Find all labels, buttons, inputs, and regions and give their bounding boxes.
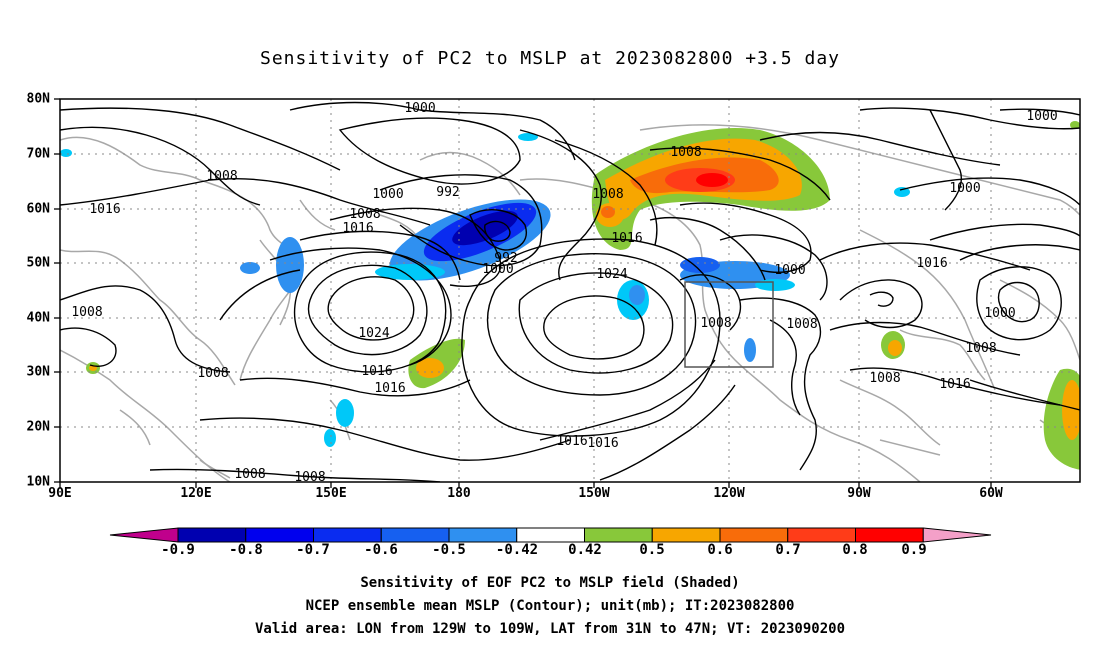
colorbar-bin [516, 527, 585, 543]
colorbar-low-extend [109, 527, 179, 543]
colorbar-tick: 0.42 [568, 542, 602, 558]
lat-label: 30N [26, 364, 50, 380]
isobar-label: 1008 [234, 467, 265, 482]
caption-line-1: Sensitivity of EOF PC2 to MSLP field (Sh… [360, 575, 740, 591]
isobar-label: 1008 [869, 371, 900, 386]
isobar-label: 1024 [358, 326, 389, 341]
colorbar-tick: 0.6 [707, 542, 733, 558]
caption-line-3: Valid area: LON from 129W to 109W, LAT f… [254, 621, 845, 637]
lon-label: 120E [180, 486, 212, 501]
lat-label: 50N [26, 255, 50, 271]
isobar-label: 1008 [71, 305, 102, 320]
valid-area-box [684, 281, 774, 368]
colorbar-high-extend [922, 527, 992, 543]
isobar-label: 1016 [916, 256, 947, 271]
colorbar-tick: 0.5 [639, 542, 665, 558]
lat-label: 40N [26, 310, 50, 326]
lon-label: 180 [447, 486, 471, 501]
colorbar-tick: -0.5 [432, 542, 466, 558]
lat-label: 10N [26, 474, 50, 490]
isobar-label: 1008 [700, 316, 731, 331]
isobar-label: 992 [436, 185, 459, 200]
graticule [60, 99, 1080, 482]
lon-label: 150E [315, 486, 347, 501]
lon-label: 90E [48, 486, 72, 501]
isobar-label: 1016 [587, 436, 618, 451]
colorbar-bin [787, 527, 856, 543]
lon-label: 150W [578, 486, 610, 501]
isobar-label: 1000 [404, 101, 435, 116]
isobars [60, 101, 1080, 482]
colorbar-tick: -0.42 [495, 542, 539, 558]
isobar-label: 1000 [984, 306, 1015, 321]
isobar-label: 1016 [361, 364, 392, 379]
isobar-label: 1008 [670, 145, 701, 160]
colorbar-bin [448, 527, 518, 543]
isobar-label: 1000 [774, 263, 805, 278]
isobar-label: 1008 [349, 207, 380, 222]
colorbar-bin [584, 527, 653, 543]
isobar-label: 1000 [1026, 109, 1057, 124]
map-frame [59, 98, 1081, 483]
lon-label: 120W [713, 486, 745, 501]
colorbar-bin [380, 527, 450, 543]
isobar-label: 1016 [89, 202, 120, 217]
colorbar-bin [651, 527, 721, 543]
lon-label: 60W [979, 486, 1003, 501]
isobar-label: 1008 [965, 341, 996, 356]
colorbar-tick: 0.9 [901, 542, 927, 558]
isobar-label: 1024 [596, 267, 627, 282]
isobar-label: 1000 [949, 181, 980, 196]
isobar-label: 1016 [342, 221, 373, 236]
isobar-label: 1008 [786, 317, 817, 332]
colorbar-tick: -0.6 [364, 542, 398, 558]
colorbar-tick: -0.9 [161, 542, 195, 558]
isobar-label: 1008 [206, 169, 237, 184]
isobar-label: 1000 [372, 187, 403, 202]
lat-label: 80N [26, 91, 50, 107]
isobar-label: 1008 [197, 366, 228, 381]
lat-label: 70N [26, 146, 50, 162]
isobar-label: 1016 [556, 434, 587, 449]
lat-label: 20N [26, 419, 50, 435]
colorbar [109, 527, 992, 543]
isobar-label: 1008 [592, 187, 623, 202]
isobar-label: 1000 [482, 262, 513, 277]
isobar-labels: 1000 1008 1016 1008 992 1000 1008 1016 9… [71, 101, 1057, 485]
colorbar-bin [177, 527, 247, 543]
caption-line-2: NCEP ensemble mean MSLP (Contour); unit(… [305, 598, 795, 614]
colorbar-bin [855, 527, 924, 543]
lat-label: 60N [26, 201, 50, 217]
isobar-label: 992 [494, 251, 517, 266]
isobar-label: 1008 [294, 470, 325, 485]
isobar-label: 1016 [374, 381, 405, 396]
colorbar-bin [313, 527, 382, 543]
colorbar-tick: -0.8 [229, 542, 263, 558]
axis-ticks [54, 98, 992, 488]
colorbar-tick: 0.8 [842, 542, 868, 558]
colorbar-bin [719, 527, 789, 543]
colorbar-tick: 0.7 [775, 542, 801, 558]
colorbar-tick: -0.7 [296, 542, 330, 558]
lon-label: 90W [847, 486, 871, 501]
map-title: Sensitivity of PC2 to MSLP at 2023082800… [259, 48, 840, 69]
colorbar-bin [245, 527, 314, 543]
isobar-label: 1016 [611, 231, 642, 246]
isobar-label: 1016 [939, 377, 970, 392]
